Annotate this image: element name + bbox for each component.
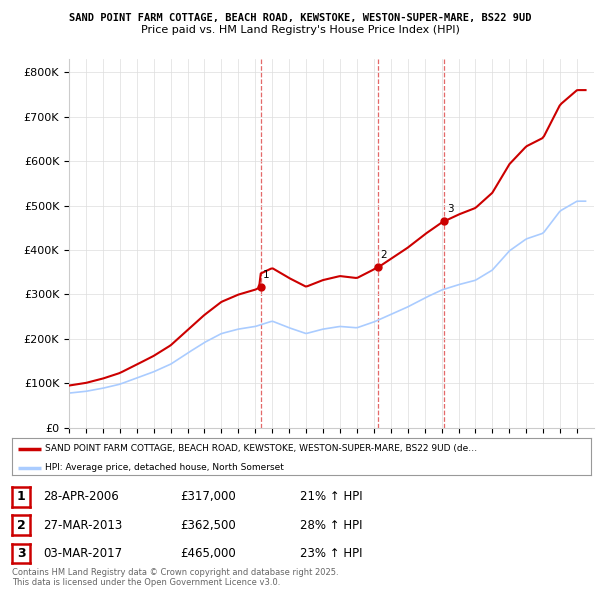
Text: 27-MAR-2013: 27-MAR-2013 (43, 519, 122, 532)
Text: 2: 2 (17, 519, 25, 532)
Text: 1: 1 (263, 270, 270, 280)
Text: 21% ↑ HPI: 21% ↑ HPI (300, 490, 362, 503)
Text: SAND POINT FARM COTTAGE, BEACH ROAD, KEWSTOKE, WESTON-SUPER-MARE, BS22 9UD: SAND POINT FARM COTTAGE, BEACH ROAD, KEW… (69, 13, 531, 23)
Text: 2: 2 (380, 250, 387, 260)
Text: £317,000: £317,000 (180, 490, 236, 503)
Text: 03-MAR-2017: 03-MAR-2017 (43, 547, 122, 560)
Text: SAND POINT FARM COTTAGE, BEACH ROAD, KEWSTOKE, WESTON-SUPER-MARE, BS22 9UD (de…: SAND POINT FARM COTTAGE, BEACH ROAD, KEW… (45, 444, 477, 453)
Text: 28-APR-2006: 28-APR-2006 (43, 490, 119, 503)
Text: £362,500: £362,500 (180, 519, 236, 532)
Text: HPI: Average price, detached house, North Somerset: HPI: Average price, detached house, Nort… (45, 463, 284, 472)
Text: Price paid vs. HM Land Registry's House Price Index (HPI): Price paid vs. HM Land Registry's House … (140, 25, 460, 35)
Text: 3: 3 (447, 205, 454, 215)
Text: £465,000: £465,000 (180, 547, 236, 560)
Text: 23% ↑ HPI: 23% ↑ HPI (300, 547, 362, 560)
Text: Contains HM Land Registry data © Crown copyright and database right 2025.
This d: Contains HM Land Registry data © Crown c… (12, 568, 338, 587)
Text: 1: 1 (17, 490, 25, 503)
Text: 28% ↑ HPI: 28% ↑ HPI (300, 519, 362, 532)
Text: 3: 3 (17, 547, 25, 560)
